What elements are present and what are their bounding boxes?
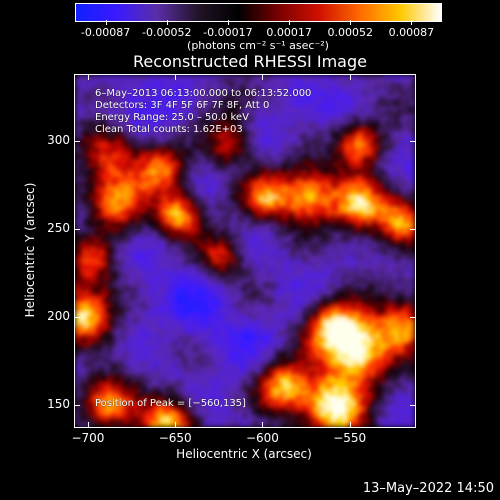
y-tick (410, 405, 416, 407)
x-axis-label: Heliocentric X (arcsec) (176, 447, 312, 461)
annotation-detectors: Detectors: 3F 4F 5F 6F 7F 8F, Att 0 (95, 100, 270, 111)
colorbar-tick-label: -0.00017 (203, 26, 253, 39)
timestamp-footer: 13–May–2022 14:50 (362, 481, 494, 496)
x-tick (349, 422, 351, 428)
colorbar-units: (photons cm⁻² s⁻¹ asec⁻²) (187, 39, 329, 52)
x-tick (349, 74, 351, 80)
x-tick-label: −600 (245, 431, 279, 445)
x-tick (262, 74, 264, 80)
y-tick-label: 300 (47, 132, 70, 147)
colorbar-tick (227, 20, 229, 25)
y-tick (410, 228, 416, 230)
colorbar-tick-label: -0.00087 (80, 26, 131, 39)
colorbar (75, 3, 442, 22)
y-tick (74, 140, 80, 142)
chart-title: Reconstructed RHESSI Image (133, 52, 367, 71)
annotation-clean: Clean Total counts: 1.62E+03 (95, 124, 243, 135)
colorbar-tick-label: 0.00017 (266, 26, 312, 39)
y-tick-label: 250 (47, 220, 70, 235)
y-tick-label: 200 (47, 309, 70, 324)
colorbar-tick (105, 20, 107, 25)
colorbar-tick (350, 20, 352, 25)
x-tick (175, 422, 177, 428)
colorbar-tick-label: 0.00087 (388, 26, 435, 39)
y-tick (74, 405, 80, 407)
x-tick (87, 422, 89, 428)
colorbar-tick (289, 20, 291, 25)
heatmap-image (75, 75, 415, 427)
colorbar-tick (166, 20, 168, 25)
plot-area: 6–May–2013 06:13:00.000 to 06:13:52.000 … (74, 74, 416, 428)
x-tick-label: −550 (333, 431, 367, 445)
annotation-peak: Position of Peak = [−560,135] (95, 398, 246, 409)
annotation-energy: Energy Range: 25.0 – 50.0 keV (95, 112, 249, 123)
colorbar-tick (411, 20, 413, 25)
x-tick (87, 74, 89, 80)
x-tick-label: −700 (71, 431, 105, 445)
y-tick (74, 317, 80, 319)
y-tick (410, 317, 416, 319)
y-tick-label: 150 (47, 397, 70, 412)
x-tick-label: −650 (158, 431, 192, 445)
colorbar-tick-label: -0.00052 (142, 26, 192, 39)
y-tick (410, 140, 416, 142)
colorbar-tick-label: 0.00052 (327, 26, 374, 39)
y-tick (74, 228, 80, 230)
annotation-time: 6–May–2013 06:13:00.000 to 06:13:52.000 (95, 88, 312, 99)
x-tick (175, 74, 177, 80)
x-tick (262, 422, 264, 428)
y-axis-label: Heliocentric Y (arcsec) (23, 182, 37, 318)
